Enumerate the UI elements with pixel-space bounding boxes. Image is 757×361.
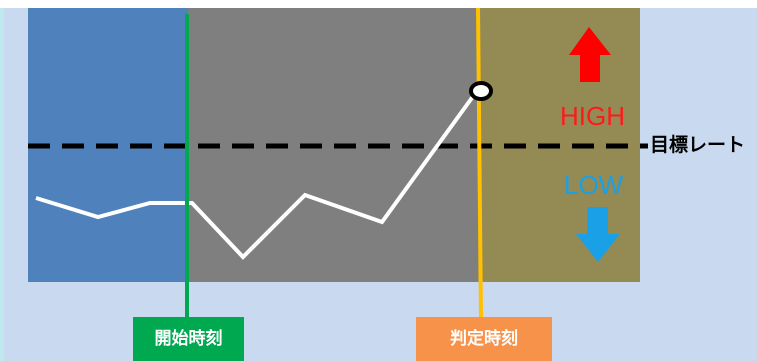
left-edge-strip bbox=[0, 0, 4, 361]
up-arrow-icon bbox=[569, 27, 611, 82]
start-time-label: 開始時刻 bbox=[133, 317, 244, 361]
top-edge-strip bbox=[0, 0, 757, 8]
target-rate-label: 目標レート bbox=[650, 135, 746, 156]
judgment-time-line bbox=[476, 7, 483, 321]
judgment-time-label: 判定時刻 bbox=[416, 317, 552, 361]
rate-line bbox=[35, 93, 476, 260]
high-label: HIGH bbox=[560, 101, 625, 131]
judgment-point-marker bbox=[469, 81, 493, 101]
down-arrow-icon bbox=[576, 207, 620, 262]
active-period-zone bbox=[188, 8, 478, 282]
low-label: LOW bbox=[564, 170, 624, 200]
